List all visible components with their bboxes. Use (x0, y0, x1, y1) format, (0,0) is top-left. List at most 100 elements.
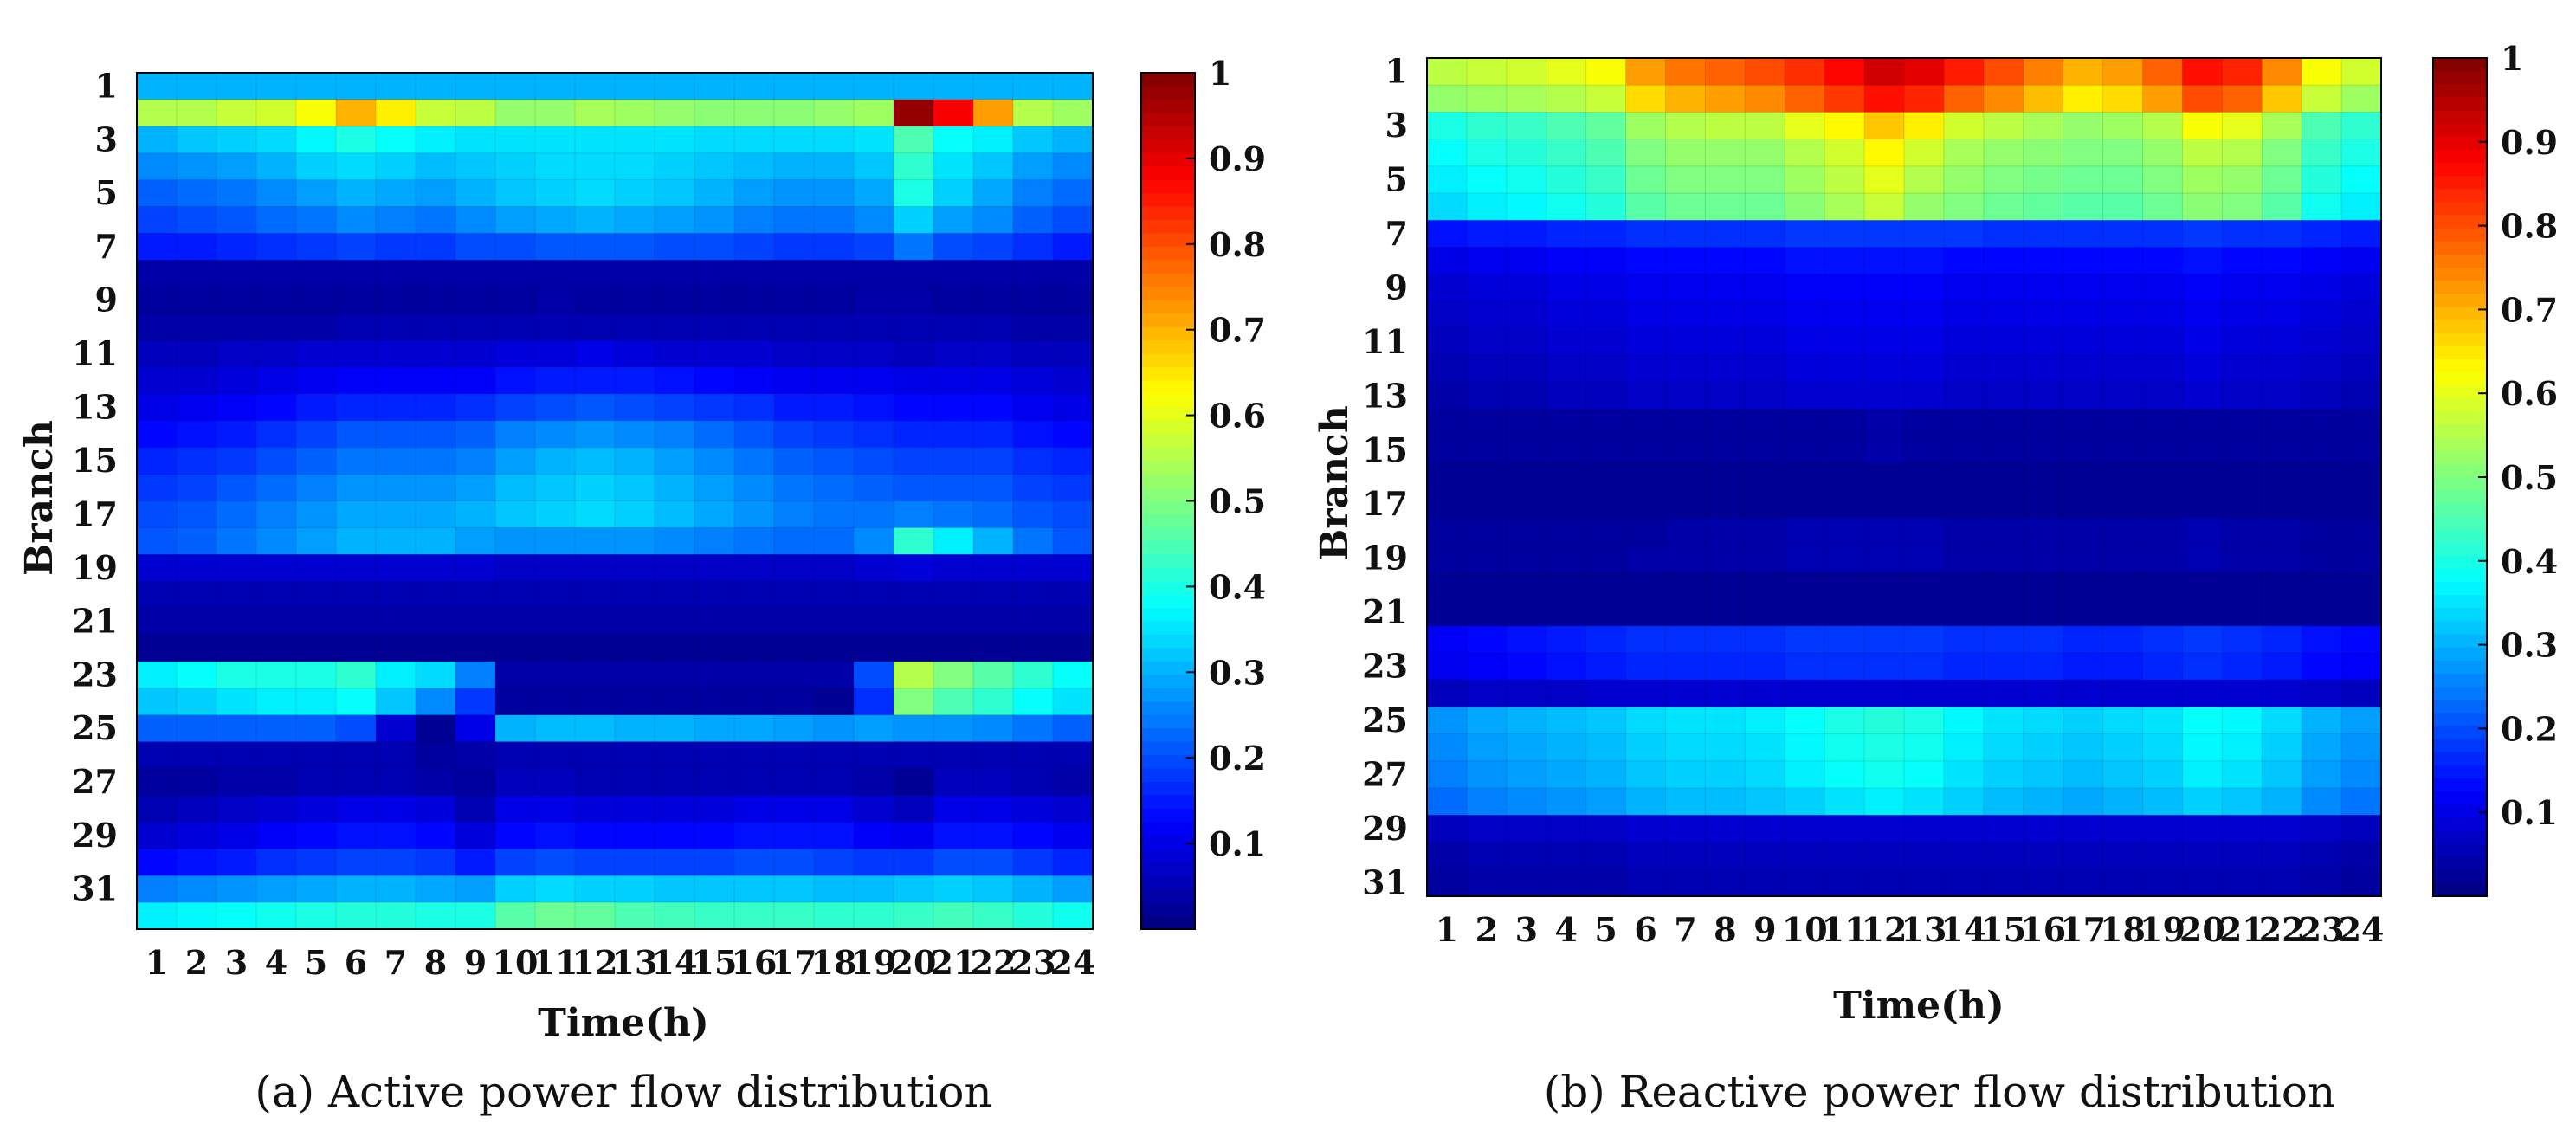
heatmap-cell (2302, 545, 2342, 572)
heatmap-cell (535, 233, 576, 261)
colorbar-segment (1141, 420, 1195, 435)
heatmap-cell (1904, 274, 1945, 302)
heatmap-cell (1705, 463, 1746, 492)
colorbar-segment (2433, 882, 2487, 897)
heatmap-cell (1943, 58, 1985, 86)
colorbar-segment (2433, 202, 2487, 216)
heatmap-cell (336, 260, 377, 287)
heatmap-cell (1466, 545, 1508, 572)
heatmap-cell (1864, 545, 1905, 572)
heatmap-cell (1943, 165, 1985, 194)
heatmap-cell (1785, 58, 1825, 86)
x-tick-label: 5 (305, 943, 327, 982)
colorbar-segment (1141, 434, 1195, 449)
heatmap-cell (814, 126, 855, 154)
heatmap-cell (973, 152, 1014, 181)
heatmap-cell (734, 902, 775, 930)
heatmap-cell (894, 635, 934, 662)
heatmap-cell (1013, 420, 1054, 449)
heatmap-cell (455, 608, 496, 636)
heatmap-cell (655, 474, 695, 502)
heatmap-cell (2341, 788, 2382, 816)
heatmap-cell (2142, 490, 2184, 519)
heatmap-cell (216, 554, 257, 582)
heatmap-cell (1943, 274, 1985, 302)
heatmap-cell (1625, 112, 1667, 140)
heatmap-cell (1585, 733, 1627, 762)
heatmap-cell (1625, 625, 1667, 654)
heatmap-cell (2341, 409, 2382, 437)
heatmap-cell (2341, 165, 2382, 194)
heatmap-cell (2182, 545, 2223, 572)
heatmap-cell (1546, 598, 1587, 627)
heatmap-cell (694, 313, 735, 341)
heatmap-cell (2142, 545, 2184, 572)
heatmap-cell (2142, 869, 2184, 897)
colorbar-segment (1141, 260, 1195, 274)
heatmap-cell (1506, 436, 1547, 464)
heatmap-cell (2102, 463, 2144, 492)
heatmap-cell (2222, 598, 2263, 627)
heatmap-cell (416, 741, 456, 770)
heatmap-cell (296, 99, 337, 127)
heatmap-cell (774, 822, 815, 849)
heatmap-cell (2341, 139, 2382, 167)
heatmap-cell (694, 661, 735, 689)
heatmap-cell (854, 554, 894, 582)
heatmap-cell (1427, 301, 1468, 329)
heatmap-cell (1013, 714, 1054, 743)
heatmap-cell (1625, 220, 1667, 249)
heatmap-cell (1785, 788, 1825, 816)
heatmap-cell (575, 340, 616, 368)
colorbar-segment (1141, 126, 1195, 140)
heatmap-cell (455, 849, 496, 876)
heatmap-cell (256, 661, 297, 689)
heatmap-cell (575, 393, 616, 422)
heatmap-cell (1665, 301, 1707, 329)
heatmap-cell (336, 741, 377, 770)
heatmap-cell (814, 447, 855, 475)
heatmap-cell (1745, 815, 1785, 843)
heatmap-cell (2102, 733, 2144, 762)
heatmap-cell (2063, 436, 2104, 464)
heatmap-cell (535, 527, 576, 555)
heatmap-cell (734, 393, 775, 422)
colorbar-segment (1141, 447, 1195, 462)
x-tick-label: 19 (851, 943, 897, 982)
heatmap-cell (734, 741, 775, 770)
heatmap-cell (1427, 112, 1468, 140)
heatmap-cell (615, 902, 655, 930)
heatmap-cell (495, 902, 536, 930)
heatmap-cell (1585, 598, 1627, 627)
heatmap-cell (2222, 625, 2263, 654)
colorbar-segment (2433, 490, 2487, 504)
heatmap-cell (256, 527, 297, 555)
heatmap-cell (216, 260, 257, 287)
heatmap-cell (2182, 301, 2223, 329)
heatmap-cell (1864, 815, 1905, 843)
heatmap-cell (1053, 500, 1094, 529)
heatmap-cell (1585, 193, 1627, 221)
heatmap-cell (1506, 165, 1547, 194)
heatmap-cell (694, 73, 735, 100)
heatmap-cell (535, 126, 576, 154)
heatmap-cell (1785, 355, 1825, 384)
heatmap-cell (2302, 652, 2342, 681)
heatmap-cell (1546, 436, 1587, 464)
heatmap-cell (2023, 274, 2064, 302)
heatmap-cell (495, 447, 536, 475)
heatmap-cell (2182, 220, 2223, 249)
heatmap-cell (1904, 598, 1945, 627)
colorbar-segment (2433, 752, 2487, 766)
colorbar-segment (1141, 581, 1195, 596)
heatmap-cell (1625, 274, 1667, 302)
colorbar-segment (2433, 830, 2487, 845)
heatmap-cell (1466, 193, 1508, 221)
heatmap-cell (256, 875, 297, 903)
heatmap-cell (1785, 274, 1825, 302)
heatmap-cell (575, 581, 616, 609)
colorbar-segment (2433, 621, 2487, 636)
heatmap-cell (2063, 220, 2104, 249)
heatmap-cell (1785, 707, 1825, 735)
heatmap-cell (2262, 680, 2302, 708)
